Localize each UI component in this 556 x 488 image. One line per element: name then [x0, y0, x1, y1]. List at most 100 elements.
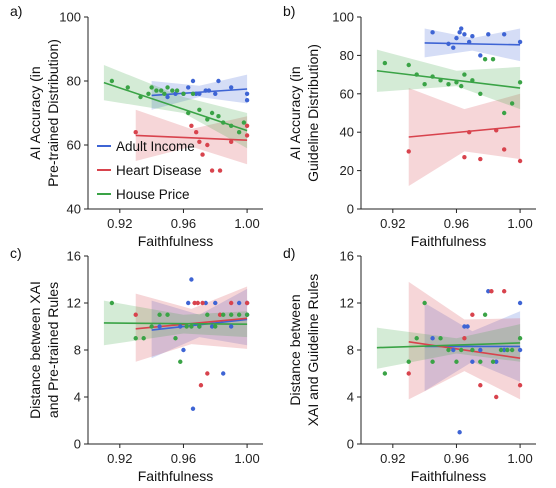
- data-point: [195, 300, 200, 306]
- data-point: [228, 324, 234, 329]
- data-point: [236, 130, 242, 135]
- y-tick-label: 40: [67, 202, 81, 217]
- data-point: [228, 312, 234, 317]
- panel-0: 40 60 80 100 0.92 0.96 1.00 Faithfulness AI Accu…: [10, 3, 263, 249]
- confidence-band: [408, 281, 521, 400]
- data-point: [501, 110, 507, 116]
- data-point: [244, 300, 250, 306]
- legend-label: Adult Income: [116, 139, 195, 154]
- data-point: [205, 312, 210, 317]
- data-point: [189, 277, 194, 282]
- data-point: [193, 130, 199, 135]
- data-point: [414, 72, 419, 77]
- y-tick-label: 0: [74, 437, 81, 452]
- data-point: [478, 91, 483, 97]
- data-point: [501, 32, 507, 37]
- data-point: [186, 85, 191, 90]
- x-tick-label: 0.92: [380, 451, 405, 466]
- y-tick-label: 0: [347, 202, 354, 217]
- data-point: [133, 312, 138, 317]
- data-point: [133, 130, 138, 135]
- data-point: [517, 300, 523, 306]
- y-axis-label: Guideline Distribution): [305, 44, 321, 182]
- y-tick-label: 4: [347, 390, 354, 405]
- data-point: [205, 142, 210, 148]
- data-point: [209, 324, 215, 329]
- data-point: [430, 74, 435, 79]
- data-point: [470, 34, 475, 39]
- data-point: [470, 347, 475, 353]
- data-point: [446, 41, 451, 47]
- data-point: [478, 53, 483, 58]
- data-point: [430, 336, 435, 341]
- data-point: [154, 88, 159, 93]
- data-point: [517, 383, 523, 388]
- y-axis-label: XAI and Guideline Rules: [305, 274, 321, 427]
- data-point: [466, 130, 472, 135]
- data-point: [174, 88, 180, 93]
- data-point: [466, 39, 472, 45]
- data-point: [236, 300, 242, 306]
- data-point: [228, 139, 234, 144]
- data-point: [190, 78, 196, 84]
- data-point: [109, 78, 115, 84]
- x-tick-label: 1.00: [507, 451, 532, 466]
- y-tick-label: 4: [74, 390, 81, 405]
- data-point: [382, 371, 388, 376]
- data-point: [228, 123, 234, 128]
- data-point: [186, 300, 191, 306]
- x-axis-label: Faithfulness: [138, 233, 213, 249]
- data-point: [244, 123, 250, 128]
- data-point: [486, 289, 491, 294]
- data-point: [406, 359, 411, 364]
- y-tick-label: 100: [59, 10, 81, 25]
- data-point: [197, 91, 202, 97]
- data-point: [244, 98, 250, 103]
- data-point: [221, 312, 226, 317]
- x-axis-label: Faithfulness: [138, 468, 213, 484]
- data-point: [200, 152, 205, 157]
- panel-1: 0 20 40 60 80 100 0.92 0.96 1.00 Faithfulness AI A…: [283, 3, 536, 249]
- data-point: [241, 120, 247, 125]
- y-tick-label: 16: [67, 249, 81, 264]
- data-point: [451, 347, 456, 353]
- y-axis-label: AI Accuracy (in: [27, 66, 43, 159]
- data-point: [517, 39, 523, 45]
- data-point: [186, 110, 191, 116]
- x-axis-label: Faithfulness: [411, 233, 486, 249]
- y-tick-label: 40: [340, 125, 354, 140]
- data-point: [454, 35, 459, 41]
- x-tick-label: 1.00: [234, 216, 259, 231]
- data-point: [228, 300, 234, 306]
- data-point: [501, 289, 507, 294]
- data-point: [459, 347, 464, 353]
- data-point: [190, 406, 196, 411]
- data-point: [170, 88, 175, 93]
- regression-line: [103, 322, 248, 325]
- data-point: [149, 85, 154, 90]
- data-point: [494, 394, 499, 400]
- data-point: [489, 289, 494, 294]
- y-tick-label: 8: [347, 343, 354, 358]
- data-point: [216, 78, 221, 84]
- data-point: [457, 430, 462, 435]
- data-point: [422, 82, 427, 87]
- data-point: [125, 85, 130, 90]
- regression-line: [424, 42, 521, 46]
- data-point: [203, 300, 208, 306]
- data-point: [470, 359, 475, 364]
- data-point: [141, 336, 146, 341]
- data-point: [517, 347, 523, 353]
- legend-label: House Price: [116, 187, 190, 202]
- data-point: [509, 347, 515, 353]
- data-point: [192, 300, 197, 306]
- x-axis-label: Faithfulness: [411, 468, 486, 484]
- data-point: [162, 91, 167, 97]
- y-tick-label: 8: [74, 343, 81, 358]
- y-tick-label: 0: [347, 437, 354, 452]
- data-point: [382, 60, 388, 66]
- data-point: [209, 168, 215, 173]
- data-point: [459, 83, 464, 89]
- data-point: [478, 156, 483, 162]
- y-axis-label: Pre-trained Distribution): [45, 39, 61, 187]
